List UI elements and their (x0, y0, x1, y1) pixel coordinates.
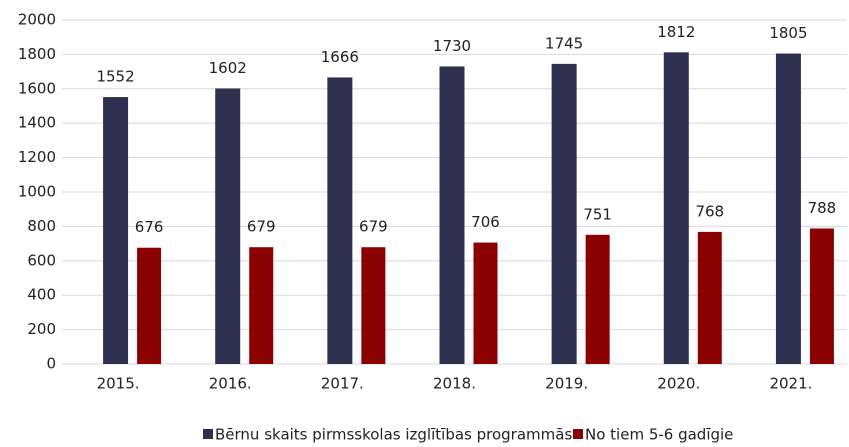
y-tick-label: 200 (27, 320, 56, 338)
legend-swatch (573, 429, 583, 439)
bar (809, 228, 834, 364)
data-label: 1666 (321, 48, 359, 66)
data-label: 1552 (96, 68, 134, 86)
data-label: 706 (471, 213, 500, 231)
x-tick-label: 2015. (97, 375, 140, 393)
data-label: 1730 (433, 37, 471, 55)
bar (551, 63, 577, 365)
y-tick-label: 1000 (18, 183, 56, 201)
y-tick-label: 1800 (18, 45, 56, 63)
bar (327, 77, 353, 364)
data-label: 751 (583, 205, 612, 223)
bar (215, 88, 241, 365)
x-tick-label: 2017. (321, 375, 364, 393)
bar (137, 247, 162, 364)
data-label: 1745 (545, 34, 583, 52)
x-tick-label: 2018. (433, 375, 476, 393)
bar (585, 234, 610, 364)
y-tick-label: 1600 (18, 79, 56, 97)
y-tick-label: 1400 (18, 114, 56, 132)
bar (361, 247, 386, 364)
bar (697, 231, 722, 364)
y-tick-label: 600 (27, 251, 56, 269)
bar (249, 247, 274, 364)
legend-label: No tiem 5-6 gadīgie (585, 426, 733, 444)
y-tick-label: 400 (27, 286, 56, 304)
x-tick-label: 2016. (209, 375, 252, 393)
data-label: 679 (247, 218, 276, 236)
x-tick-label: 2020. (657, 375, 700, 393)
y-tick-label: 2000 (18, 11, 56, 29)
y-tick-label: 0 (46, 355, 56, 373)
legend-swatch (203, 429, 213, 439)
y-tick-label: 800 (27, 217, 56, 235)
x-tick-label: 2021. (769, 375, 812, 393)
bar (473, 242, 498, 364)
bar (103, 97, 129, 364)
bar (439, 66, 465, 364)
data-label: 1805 (769, 24, 807, 42)
y-tick-label: 1200 (18, 148, 56, 166)
data-label: 679 (359, 218, 388, 236)
bar (775, 53, 801, 364)
data-label: 768 (695, 202, 724, 220)
legend-label: Bērnu skaits pirmsskolas izglītības prog… (215, 426, 572, 444)
data-label: 1812 (657, 23, 695, 41)
data-label: 676 (135, 218, 164, 236)
x-tick-label: 2019. (545, 375, 588, 393)
data-label: 788 (808, 199, 837, 217)
bar (663, 52, 689, 364)
data-label: 1602 (209, 59, 247, 77)
